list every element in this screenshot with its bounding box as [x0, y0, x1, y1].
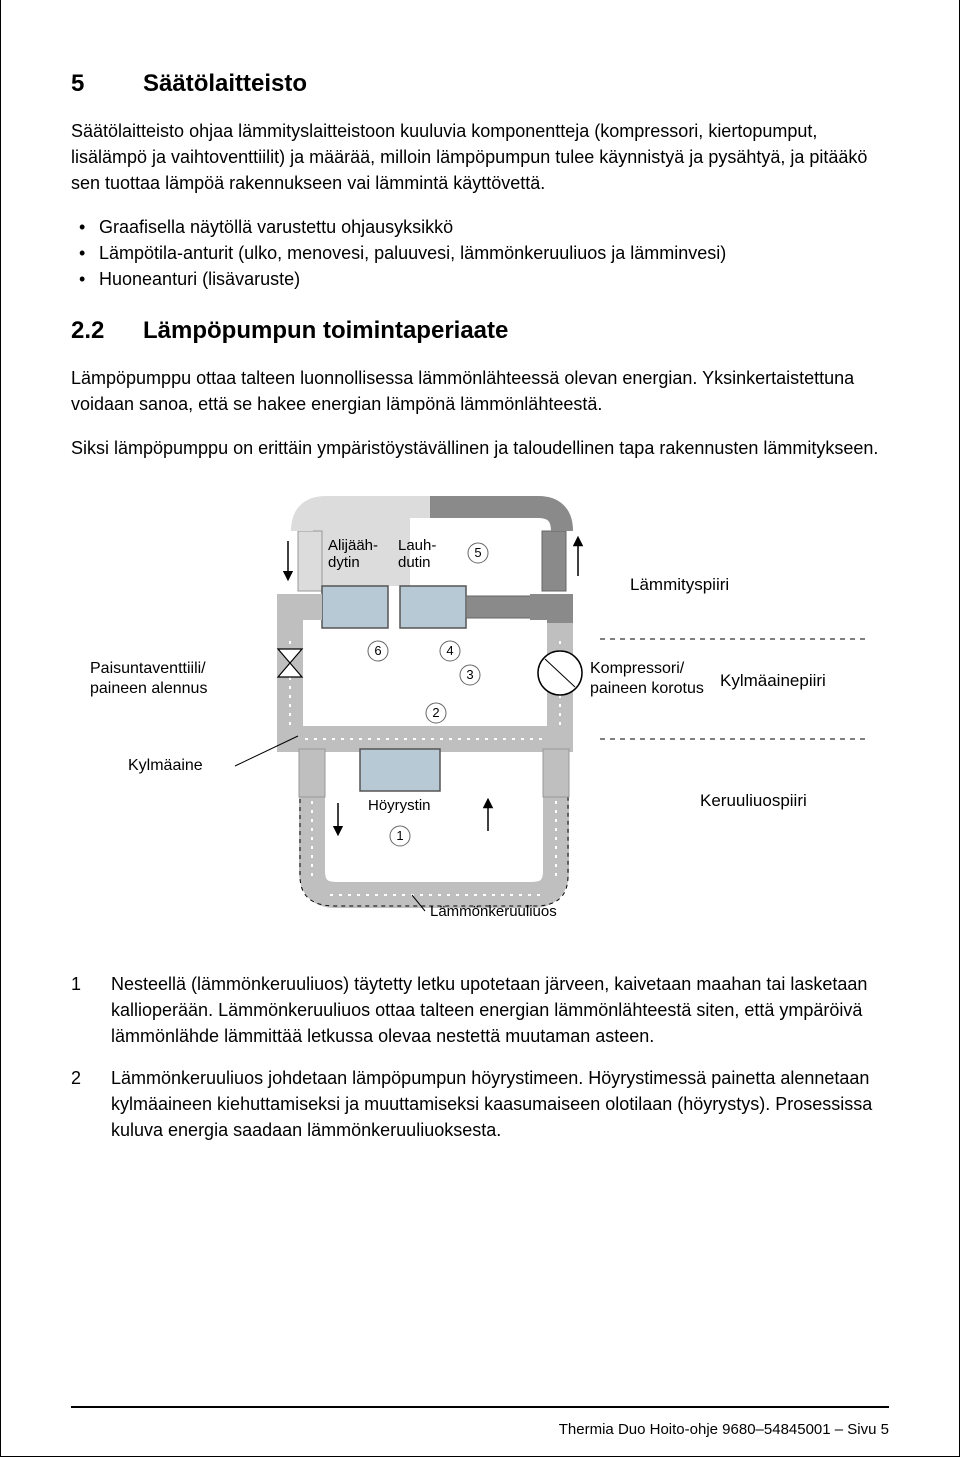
label-lauhdutin: Lauh-dutin	[398, 537, 436, 572]
bullet-item: Graafisella näytöllä varustettu ohjausyk…	[99, 214, 889, 240]
list-text-2: Lämmönkeruuliuos johdetaan lämpöpumpun h…	[111, 1065, 889, 1143]
label-lammityspiiri: Lämmityspiiri	[630, 575, 729, 595]
section-22-num: 2.2	[71, 317, 119, 345]
list-text-1: Nesteellä (lämmönkeruuliuos) täytetty le…	[111, 971, 889, 1049]
section-22-heading: 2.2 Lämpöpumpun toimintaperiaate	[71, 317, 889, 345]
label-lammonkeruuliuos: Lämmönkeruuliuos	[430, 903, 557, 920]
section-5-title: Säätölaitteisto	[143, 70, 307, 98]
list-num-2: 2	[71, 1065, 93, 1143]
numbered-list: 1 Nesteellä (lämmönkeruuliuos) täytetty …	[71, 971, 889, 1144]
diagram-svg: 1 2 3 4 5 6	[90, 491, 870, 931]
bullet-item: Huoneanturi (lisävaruste)	[99, 266, 889, 292]
section-5-intro: Säätölaitteisto ohjaa lämmityslaitteisto…	[71, 118, 889, 196]
label-kylmaainepiiri: Kylmäainepiiri	[720, 671, 826, 691]
circle-num-2: 2	[432, 705, 439, 720]
section-22-p2: Siksi lämpöpumppu on erittäin ympäristöy…	[71, 435, 889, 461]
label-keruuliuospiiri: Keruuliuospiiri	[700, 791, 807, 811]
circle-num-6: 6	[374, 643, 381, 658]
section-22-title: Lämpöpumpun toimintaperiaate	[143, 317, 508, 345]
circle-num-4: 4	[446, 643, 453, 658]
bullet-item: Lämpötila-anturit (ulko, menovesi, paluu…	[99, 240, 889, 266]
label-hoyrystin: Höyrystin	[368, 797, 431, 814]
page: 5 Säätölaitteisto Säätölaitteisto ohjaa …	[0, 0, 960, 1457]
circle-num-1: 1	[396, 828, 403, 843]
diagram-container: 1 2 3 4 5 6 Alijääh-dytin Lauh-dutin Läm…	[71, 491, 889, 931]
label-paisunta: Paisuntaventtiili/ paineen alennus	[90, 659, 207, 699]
label-alijaahdytin: Alijääh-dytin	[328, 537, 386, 572]
circle-num-3: 3	[466, 667, 473, 682]
label-kompressori: Kompressori/ paineen korotus	[590, 659, 704, 699]
section-22-p1: Lämpöpumppu ottaa talteen luonnollisessa…	[71, 365, 889, 417]
heat-pump-diagram: 1 2 3 4 5 6 Alijääh-dytin Lauh-dutin Läm…	[90, 491, 870, 931]
section-5-heading: 5 Säätölaitteisto	[71, 70, 889, 98]
list-item: 2 Lämmönkeruuliuos johdetaan lämpöpumpun…	[71, 1065, 889, 1143]
list-num-1: 1	[71, 971, 93, 1049]
section-5-bullets: Graafisella näytöllä varustettu ohjausyk…	[99, 214, 889, 292]
footer-rule	[71, 1406, 889, 1408]
label-kylmaaine: Kylmäaine	[128, 757, 203, 775]
circle-num-5: 5	[474, 545, 481, 560]
page-footer: Thermia Duo Hoito-ohje 9680–54845001 – S…	[559, 1421, 889, 1438]
list-item: 1 Nesteellä (lämmönkeruuliuos) täytetty …	[71, 971, 889, 1049]
section-5-num: 5	[71, 70, 119, 98]
